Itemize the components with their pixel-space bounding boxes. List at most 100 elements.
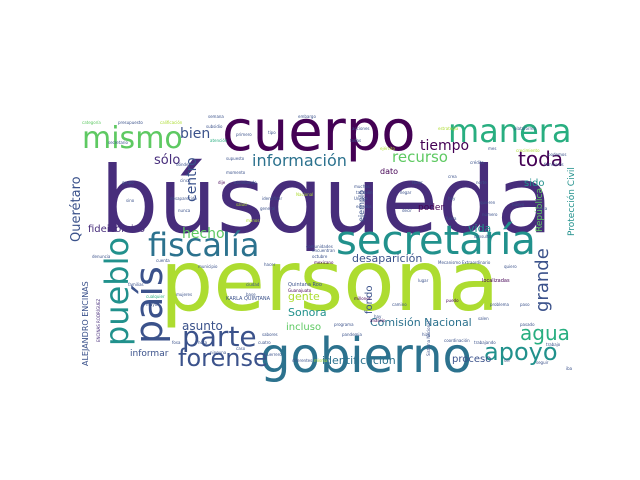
word-centro: centro [184, 157, 200, 202]
word-familiares: familiares [544, 162, 564, 167]
word-sabores: sabores [262, 332, 278, 337]
word-apoyo: apoyo [484, 338, 558, 366]
word-secretario: secretario [108, 140, 129, 145]
word-mexicano: mexicano [314, 260, 334, 265]
word-mayor: mayor [146, 302, 159, 307]
word-cualquier: cualquier [146, 294, 165, 299]
word-solo: sólo [154, 153, 180, 168]
word-seguir: seguir [536, 360, 549, 365]
word-nunca: nunca [178, 208, 191, 213]
word-nuevo: nuevo [512, 202, 525, 207]
word-ciudad: ciudad [246, 282, 260, 287]
word-coordinacion: coordinación [444, 338, 470, 343]
word-tambien: también [356, 190, 373, 195]
word-desaparecido: desaparecido [170, 196, 197, 201]
word-misma: misma [314, 358, 328, 363]
word-pueblo: pueblo [98, 237, 136, 346]
word-decir: decir [402, 208, 412, 213]
word-proteccion-civil: Protección Civil [566, 167, 577, 236]
word-persona: persona [160, 232, 499, 330]
word-pasado: pasado [520, 322, 535, 327]
word-sonora: Sonora [288, 306, 327, 319]
word-iba: iba [566, 366, 573, 371]
word-tiempo: tiempo [420, 138, 469, 154]
word-momento: momento [226, 170, 246, 175]
word-salud: salud [236, 202, 247, 207]
word-quintana-roo: Quintana Roo [288, 282, 322, 288]
word-embargo: embargo [298, 114, 316, 119]
word-base: base [246, 292, 256, 297]
word-karla: KARLA QUINTANA [226, 296, 271, 302]
word-quiero: quiero [504, 264, 517, 269]
word-cuatro: cuatro [258, 340, 271, 345]
word-hora: hora [198, 340, 208, 345]
word-comunidades: comunidades [306, 244, 333, 249]
word-quieren: quieren [480, 200, 496, 205]
word-fideicomiso: fideicomiso [88, 224, 145, 235]
word-secretaria: secretaría [336, 218, 536, 264]
word-republica: República [535, 188, 545, 232]
word-octubre: octubre [312, 254, 328, 259]
word-busqueda: búsqueda [100, 147, 553, 254]
word-fuera: fuera [446, 216, 457, 221]
word-vida: vida [468, 222, 491, 235]
word-crea: crea [448, 174, 457, 179]
word-gente: gente [288, 290, 320, 303]
word-forense: forense [178, 344, 268, 372]
word-parte: parte [182, 320, 257, 353]
word-municipio: municipio [198, 264, 218, 269]
word-hoy: hoy [448, 196, 456, 201]
word-ejemplo: ejemplo [357, 190, 366, 222]
word-millones: millones [354, 296, 371, 301]
word-problema: problema [490, 302, 510, 307]
word-nacional: Nacional [296, 192, 313, 197]
word-asunto: asunto [182, 319, 223, 333]
word-hizo: hizo [422, 332, 431, 337]
word-fiscalia: fiscalía [148, 226, 259, 264]
word-calificacion: calificación [160, 120, 183, 125]
word-semana: semana [208, 114, 224, 119]
word-camino: camino [392, 302, 407, 307]
word-grupo: grupo [122, 180, 134, 185]
word-cuenta: cuenta [156, 258, 170, 263]
word-credito: crédito [470, 160, 484, 165]
word-lugar: lugar [418, 278, 429, 283]
word-comision-nacional: Comisión Nacional [370, 316, 472, 329]
word-sistema-nacional: Sistema Nacional [426, 321, 431, 356]
word-localizadas: localizadas [482, 278, 510, 284]
word-manera: manera [448, 112, 572, 150]
word-desaparicion: desaparición [352, 252, 422, 265]
word-grande: grande [532, 248, 553, 312]
word-subsidio: subsidio [206, 124, 223, 129]
word-primero: primero [236, 132, 252, 137]
word-alejandro: ALEJANDRO ENCINAS [81, 281, 90, 366]
word-cuerpo: cuerpo [222, 99, 416, 164]
word-encinas-rodriguez: ENCINAS RODRÍGUEZ [96, 298, 101, 342]
word-hacer: hacer [264, 262, 276, 267]
word-trabajando: trabajando [474, 340, 496, 345]
word-poder: poder [418, 203, 444, 213]
word-consulta: consulta [474, 234, 491, 239]
word-numero: número [482, 212, 498, 217]
word-identificar: identificar [262, 196, 282, 201]
word-salen: salen [478, 316, 489, 321]
word-estados: estados [356, 204, 372, 209]
word-todas: todas [350, 138, 361, 143]
word-guerrero: Guerrero [264, 352, 282, 357]
word-sino: sino [126, 198, 135, 203]
word-sido: sido [524, 178, 544, 189]
word-bien: bien [180, 126, 210, 142]
word-caso: caso [236, 346, 246, 351]
word-analisis: análisis [370, 318, 385, 323]
word-categoria: categoría [82, 120, 101, 125]
word-mujeres: mujeres [176, 292, 192, 297]
word-puedo: puedo [446, 298, 459, 303]
word-hay: hay [374, 314, 382, 319]
word-queretaro: Querétaro [69, 176, 84, 242]
word-dije: dije [218, 180, 226, 185]
word-denuncia: denuncia [92, 254, 111, 259]
word-atencion: atención [210, 138, 228, 143]
word-mecanismo: Mecanismo Extraordinario [438, 260, 491, 265]
word-supuesto: supuesto [226, 156, 245, 161]
